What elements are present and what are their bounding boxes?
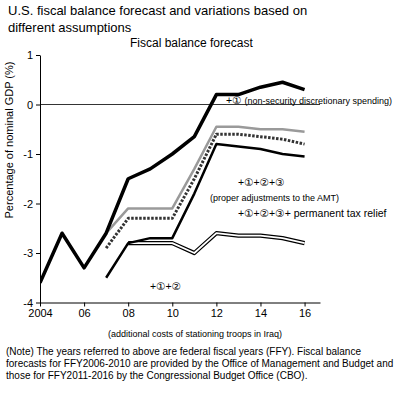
y-tick-label: 0 (27, 99, 33, 111)
x-tick-mark (128, 303, 129, 307)
series-annotation: (additional costs of stationing troops i… (108, 329, 282, 339)
chart-svg: 2004 06 08 10 12 14 16 -4 -3 -2 -1 0 1 Percentage of … (0, 0, 400, 400)
series-line (40, 82, 305, 282)
y-tick-mark (36, 154, 40, 155)
x-tick: 08 (123, 303, 135, 320)
y-tick: 1 (27, 49, 40, 61)
y-tick-mark (36, 253, 40, 254)
y-tick: -1 (23, 148, 40, 160)
x-tick-label: 10 (167, 307, 179, 319)
x-tick-label: 2004 (28, 307, 52, 319)
y-axis: -4 -3 -2 -1 0 1 (23, 49, 40, 309)
series-line (128, 233, 304, 253)
y-axis-line (40, 56, 41, 304)
x-tick-mark (84, 303, 85, 307)
y-tick: -2 (23, 198, 40, 210)
chart-note: (Note) The years referred to above are f… (6, 346, 394, 382)
x-tick-mark (305, 303, 306, 307)
x-tick: 16 (299, 303, 311, 320)
series-annotation: (proper adjustments to the AMT) (210, 193, 339, 203)
series-line (106, 134, 304, 248)
x-tick-label: 16 (299, 307, 311, 319)
x-tick: 06 (78, 303, 90, 320)
y-tick-label: -4 (23, 297, 33, 309)
y-tick-mark (36, 204, 40, 205)
y-tick: -3 (23, 247, 40, 259)
y-tick-label: 1 (27, 49, 33, 61)
series-label: Fiscal balance forecast (130, 36, 253, 50)
x-tick-label: 06 (78, 307, 90, 319)
x-tick: 14 (255, 303, 267, 320)
x-tick-mark (260, 303, 261, 307)
y-tick-label: -3 (23, 247, 33, 259)
series-label: +①+②+③ (238, 176, 285, 188)
x-tick-label: 12 (211, 307, 223, 319)
y-tick-mark (36, 55, 40, 56)
series-label: +① (226, 94, 242, 106)
x-tick-label: 08 (123, 307, 135, 319)
x-axis: 2004 06 08 10 12 14 16 (28, 303, 320, 320)
y-tick-mark (36, 105, 40, 106)
series-label: +①+② (150, 280, 181, 292)
x-tick-mark (40, 303, 41, 307)
y-axis-title: Percentage of nominal GDP (%) (3, 62, 15, 219)
x-tick-mark (216, 303, 217, 307)
series-label: +①+②+③+ permanent tax relief (238, 207, 387, 219)
y-tick: 0 (27, 99, 40, 111)
x-axis-line (41, 303, 321, 304)
series-annotation: (non-security discretionary spending) (245, 96, 393, 106)
x-tick-label: 14 (255, 307, 267, 319)
chart-title: U.S. fiscal balance forecast and variati… (8, 2, 326, 36)
y-tick: -4 (23, 297, 40, 309)
chart-container: U.S. fiscal balance forecast and variati… (0, 0, 400, 400)
plot-area (40, 82, 305, 282)
y-tick-label: -1 (23, 148, 33, 160)
series-line-inner (128, 233, 304, 253)
x-tick: 10 (167, 303, 179, 320)
y-tick-mark (36, 303, 40, 304)
x-tick-mark (172, 303, 173, 307)
x-tick: 12 (211, 303, 223, 320)
y-tick-label: -2 (23, 198, 33, 210)
